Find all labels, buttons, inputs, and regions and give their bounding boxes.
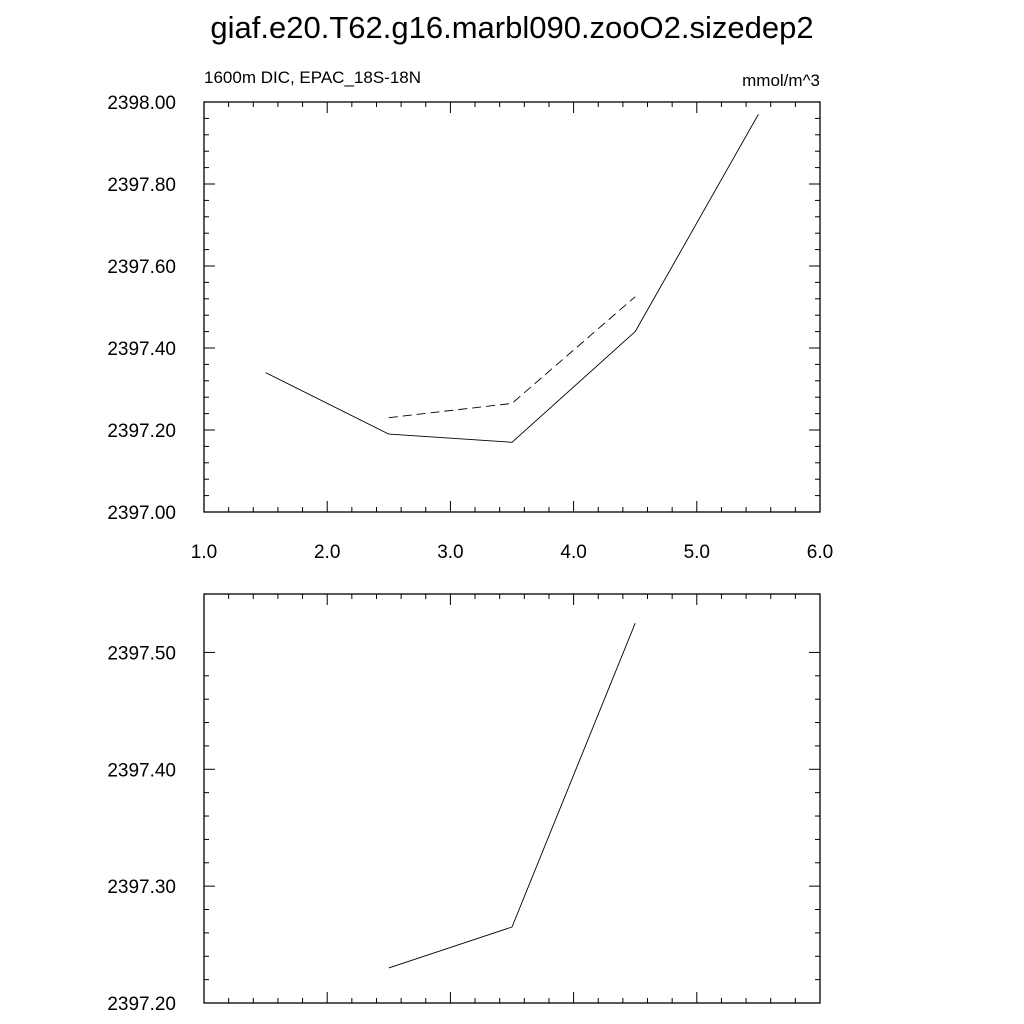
x-tick-label: 3.0	[437, 542, 463, 563]
x-tick-label: 1.0	[191, 542, 217, 563]
x-tick-label: 2.0	[314, 542, 340, 563]
y-tick-label: 2397.40	[107, 339, 176, 360]
bottom-panel: 2397.20 2397.30 2397.40 2397.50	[107, 593, 821, 1015]
series-line-dashed	[388, 296, 636, 419]
y-tick-label: 2397.20	[107, 421, 176, 442]
y-tick-label: 2397.40	[107, 760, 176, 781]
chart-subtitle-left: 1600m DIC, EPAC_18S-18N	[204, 68, 421, 87]
chart-title: giaf.e20.T62.g16.marbl090.zooO2.sizedep2	[210, 10, 813, 45]
series-line-solid	[388, 623, 636, 969]
series-line-solid	[265, 114, 759, 443]
x-tick-label: 4.0	[560, 542, 586, 563]
y-tick-label: 2397.80	[107, 175, 176, 196]
x-tick-label: 5.0	[684, 542, 710, 563]
top-panel: 2397.00 2397.20 2397.40 2397.60 2397.80 2398.…	[107, 93, 833, 563]
y-tick-label: 2397.00	[107, 503, 176, 524]
y-tick-label: 2397.30	[107, 877, 176, 898]
y-tick-label: 2397.20	[107, 994, 176, 1015]
plot-frame	[203, 101, 821, 513]
chart-units-label: mmol/m^3	[742, 71, 820, 90]
x-tick-label: 6.0	[807, 542, 833, 563]
plot-frame	[203, 593, 821, 1004]
y-tick-label: 2397.60	[107, 257, 176, 278]
y-tick-label: 2398.00	[107, 93, 176, 114]
y-tick-label: 2397.50	[107, 643, 176, 664]
